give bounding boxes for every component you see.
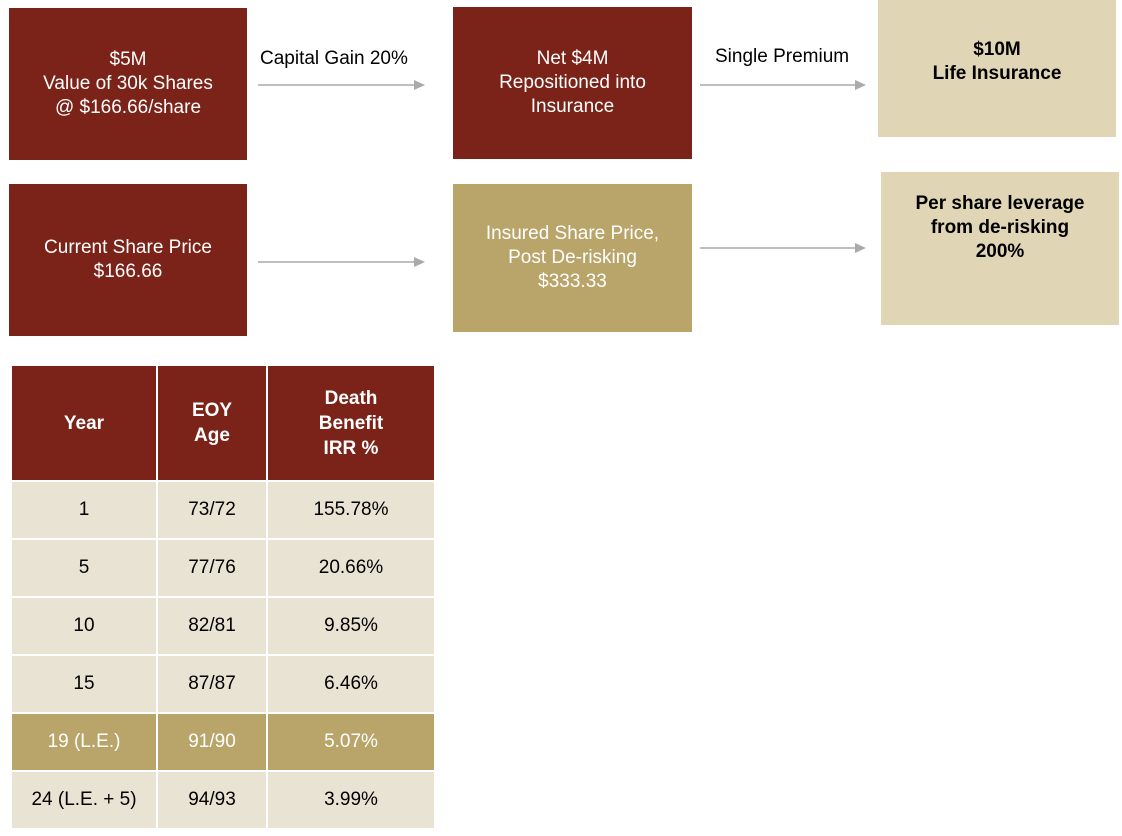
insured-share-price-line-1: Insured Share Price, [485, 223, 660, 244]
header-death-text: Death [324, 387, 378, 409]
arrowhead-share-price [414, 257, 425, 267]
table-row: 24 (L.E. + 5) 94/93 3.99% [10, 770, 436, 830]
life-insurance-line-1: $10M [973, 39, 1021, 60]
leverage-line-1: Per share leverage [915, 193, 1085, 214]
header-eoy-text: EOY [191, 400, 233, 421]
cell-age: 73/72 [156, 480, 268, 540]
cell-irr: 155.78% [266, 480, 436, 540]
single-premium-label: Single Premium [715, 46, 850, 67]
insured-share-price-box: Insured Share Price, Post De-risking $33… [453, 184, 692, 332]
table-row: 5 77/76 20.66% [10, 538, 436, 598]
table-row-highlighted: 19 (L.E.) 91/90 5.07% [10, 712, 436, 772]
cell-age: 94/93 [156, 770, 268, 830]
header-age-text: Age [194, 425, 230, 446]
cell-age: 87/87 [156, 654, 268, 714]
cell-year: 24 (L.E. + 5) [10, 770, 158, 830]
current-share-price-box: Current Share Price $166.66 [9, 184, 247, 336]
arrowhead-leverage [855, 243, 866, 253]
cell-year: 15 [10, 654, 158, 714]
cell-year: 10 [10, 596, 158, 656]
cell-age: 77/76 [156, 538, 268, 598]
cell-irr: 6.46% [266, 654, 436, 714]
life-insurance-line-2: Life Insurance [932, 63, 1062, 84]
net-repositioned-box: Net $4M Repositioned into Insurance [453, 7, 692, 159]
arrowhead-capital-gain [414, 80, 425, 90]
table-row: 1 73/72 155.78% [10, 480, 436, 540]
capital-gain-label: Capital Gain 20% [260, 48, 408, 69]
header-year-text: Year [63, 412, 105, 434]
header-eoy-age: EOY Age [156, 364, 268, 482]
shares-value-line-3: @ $166.66/share [54, 97, 202, 118]
cell-age: 91/90 [156, 712, 268, 772]
life-insurance-box: $10M Life Insurance [878, 0, 1116, 137]
cell-year: 5 [10, 538, 158, 598]
header-irr-text: IRR % [323, 437, 379, 459]
cell-irr: 9.85% [266, 596, 436, 656]
header-irr: Death Benefit IRR % [266, 364, 436, 482]
net-repositioned-line-2: Repositioned into [499, 72, 646, 93]
cell-irr: 3.99% [266, 770, 436, 830]
current-share-price-line-1: Current Share Price [44, 237, 212, 258]
cell-year: 19 (L.E.) [10, 712, 158, 772]
net-repositioned-line-1: Net $4M [536, 48, 609, 69]
shares-value-line-2: Value of 30k Shares [43, 73, 213, 94]
shares-value-box: $5M Value of 30k Shares @ $166.66/share [9, 8, 247, 160]
arrowhead-single-premium [855, 80, 866, 90]
cell-age: 82/81 [156, 596, 268, 656]
leverage-line-2: from de-risking [930, 217, 1070, 238]
leverage-box: Per share leverage from de-risking 200% [881, 172, 1119, 325]
cell-year: 1 [10, 480, 158, 540]
irr-table: Year EOY Age Death Benefit IRR % 1 73/72… [10, 364, 436, 830]
current-share-price-line-2: $166.66 [93, 261, 163, 282]
leverage-line-3: 200% [975, 241, 1025, 262]
table-header-row: Year EOY Age Death Benefit IRR % [10, 364, 436, 482]
cell-irr: 5.07% [266, 712, 436, 772]
header-benefit-text: Benefit [318, 412, 384, 434]
insured-share-price-line-2: Post De-risking [508, 247, 637, 268]
insured-share-price-line-3: $333.33 [538, 271, 607, 292]
shares-value-line-1: $5M [109, 49, 147, 70]
header-year: Year [10, 364, 158, 482]
table-row: 15 87/87 6.46% [10, 654, 436, 714]
net-repositioned-line-3: Insurance [530, 96, 615, 117]
table-row: 10 82/81 9.85% [10, 596, 436, 656]
cell-irr: 20.66% [266, 538, 436, 598]
